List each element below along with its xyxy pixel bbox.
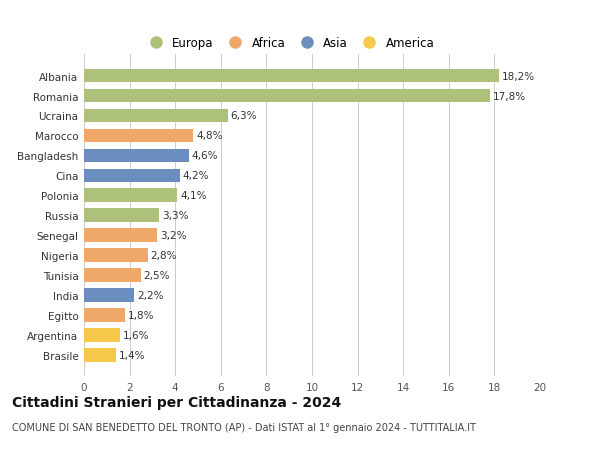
Text: 3,3%: 3,3%: [162, 211, 188, 221]
Text: Cittadini Stranieri per Cittadinanza - 2024: Cittadini Stranieri per Cittadinanza - 2…: [12, 395, 341, 409]
Bar: [84, 189, 178, 202]
Text: 6,3%: 6,3%: [230, 111, 257, 121]
Bar: [84, 328, 121, 342]
Text: 4,1%: 4,1%: [180, 191, 207, 201]
Bar: [84, 348, 116, 362]
Text: 3,2%: 3,2%: [160, 230, 186, 241]
Text: 18,2%: 18,2%: [502, 72, 535, 81]
Bar: [84, 70, 499, 83]
Bar: [84, 308, 125, 322]
Bar: [84, 289, 134, 302]
Bar: [84, 110, 227, 123]
Bar: [84, 249, 148, 262]
Text: 17,8%: 17,8%: [493, 91, 526, 101]
Bar: [84, 269, 141, 282]
Text: 2,8%: 2,8%: [151, 251, 177, 261]
Bar: [84, 229, 157, 242]
Text: 2,2%: 2,2%: [137, 291, 163, 300]
Text: 4,2%: 4,2%: [182, 171, 209, 181]
Legend: Europa, Africa, Asia, America: Europa, Africa, Asia, America: [139, 32, 439, 55]
Text: 1,8%: 1,8%: [128, 310, 154, 320]
Bar: [84, 209, 159, 223]
Bar: [84, 90, 490, 103]
Text: 4,6%: 4,6%: [191, 151, 218, 161]
Text: 2,5%: 2,5%: [144, 270, 170, 280]
Bar: [84, 149, 189, 163]
Bar: [84, 129, 193, 143]
Text: 4,8%: 4,8%: [196, 131, 223, 141]
Text: 1,6%: 1,6%: [123, 330, 150, 340]
Text: 1,4%: 1,4%: [119, 350, 145, 360]
Bar: [84, 169, 180, 183]
Text: COMUNE DI SAN BENEDETTO DEL TRONTO (AP) - Dati ISTAT al 1° gennaio 2024 - TUTTIT: COMUNE DI SAN BENEDETTO DEL TRONTO (AP) …: [12, 423, 476, 432]
